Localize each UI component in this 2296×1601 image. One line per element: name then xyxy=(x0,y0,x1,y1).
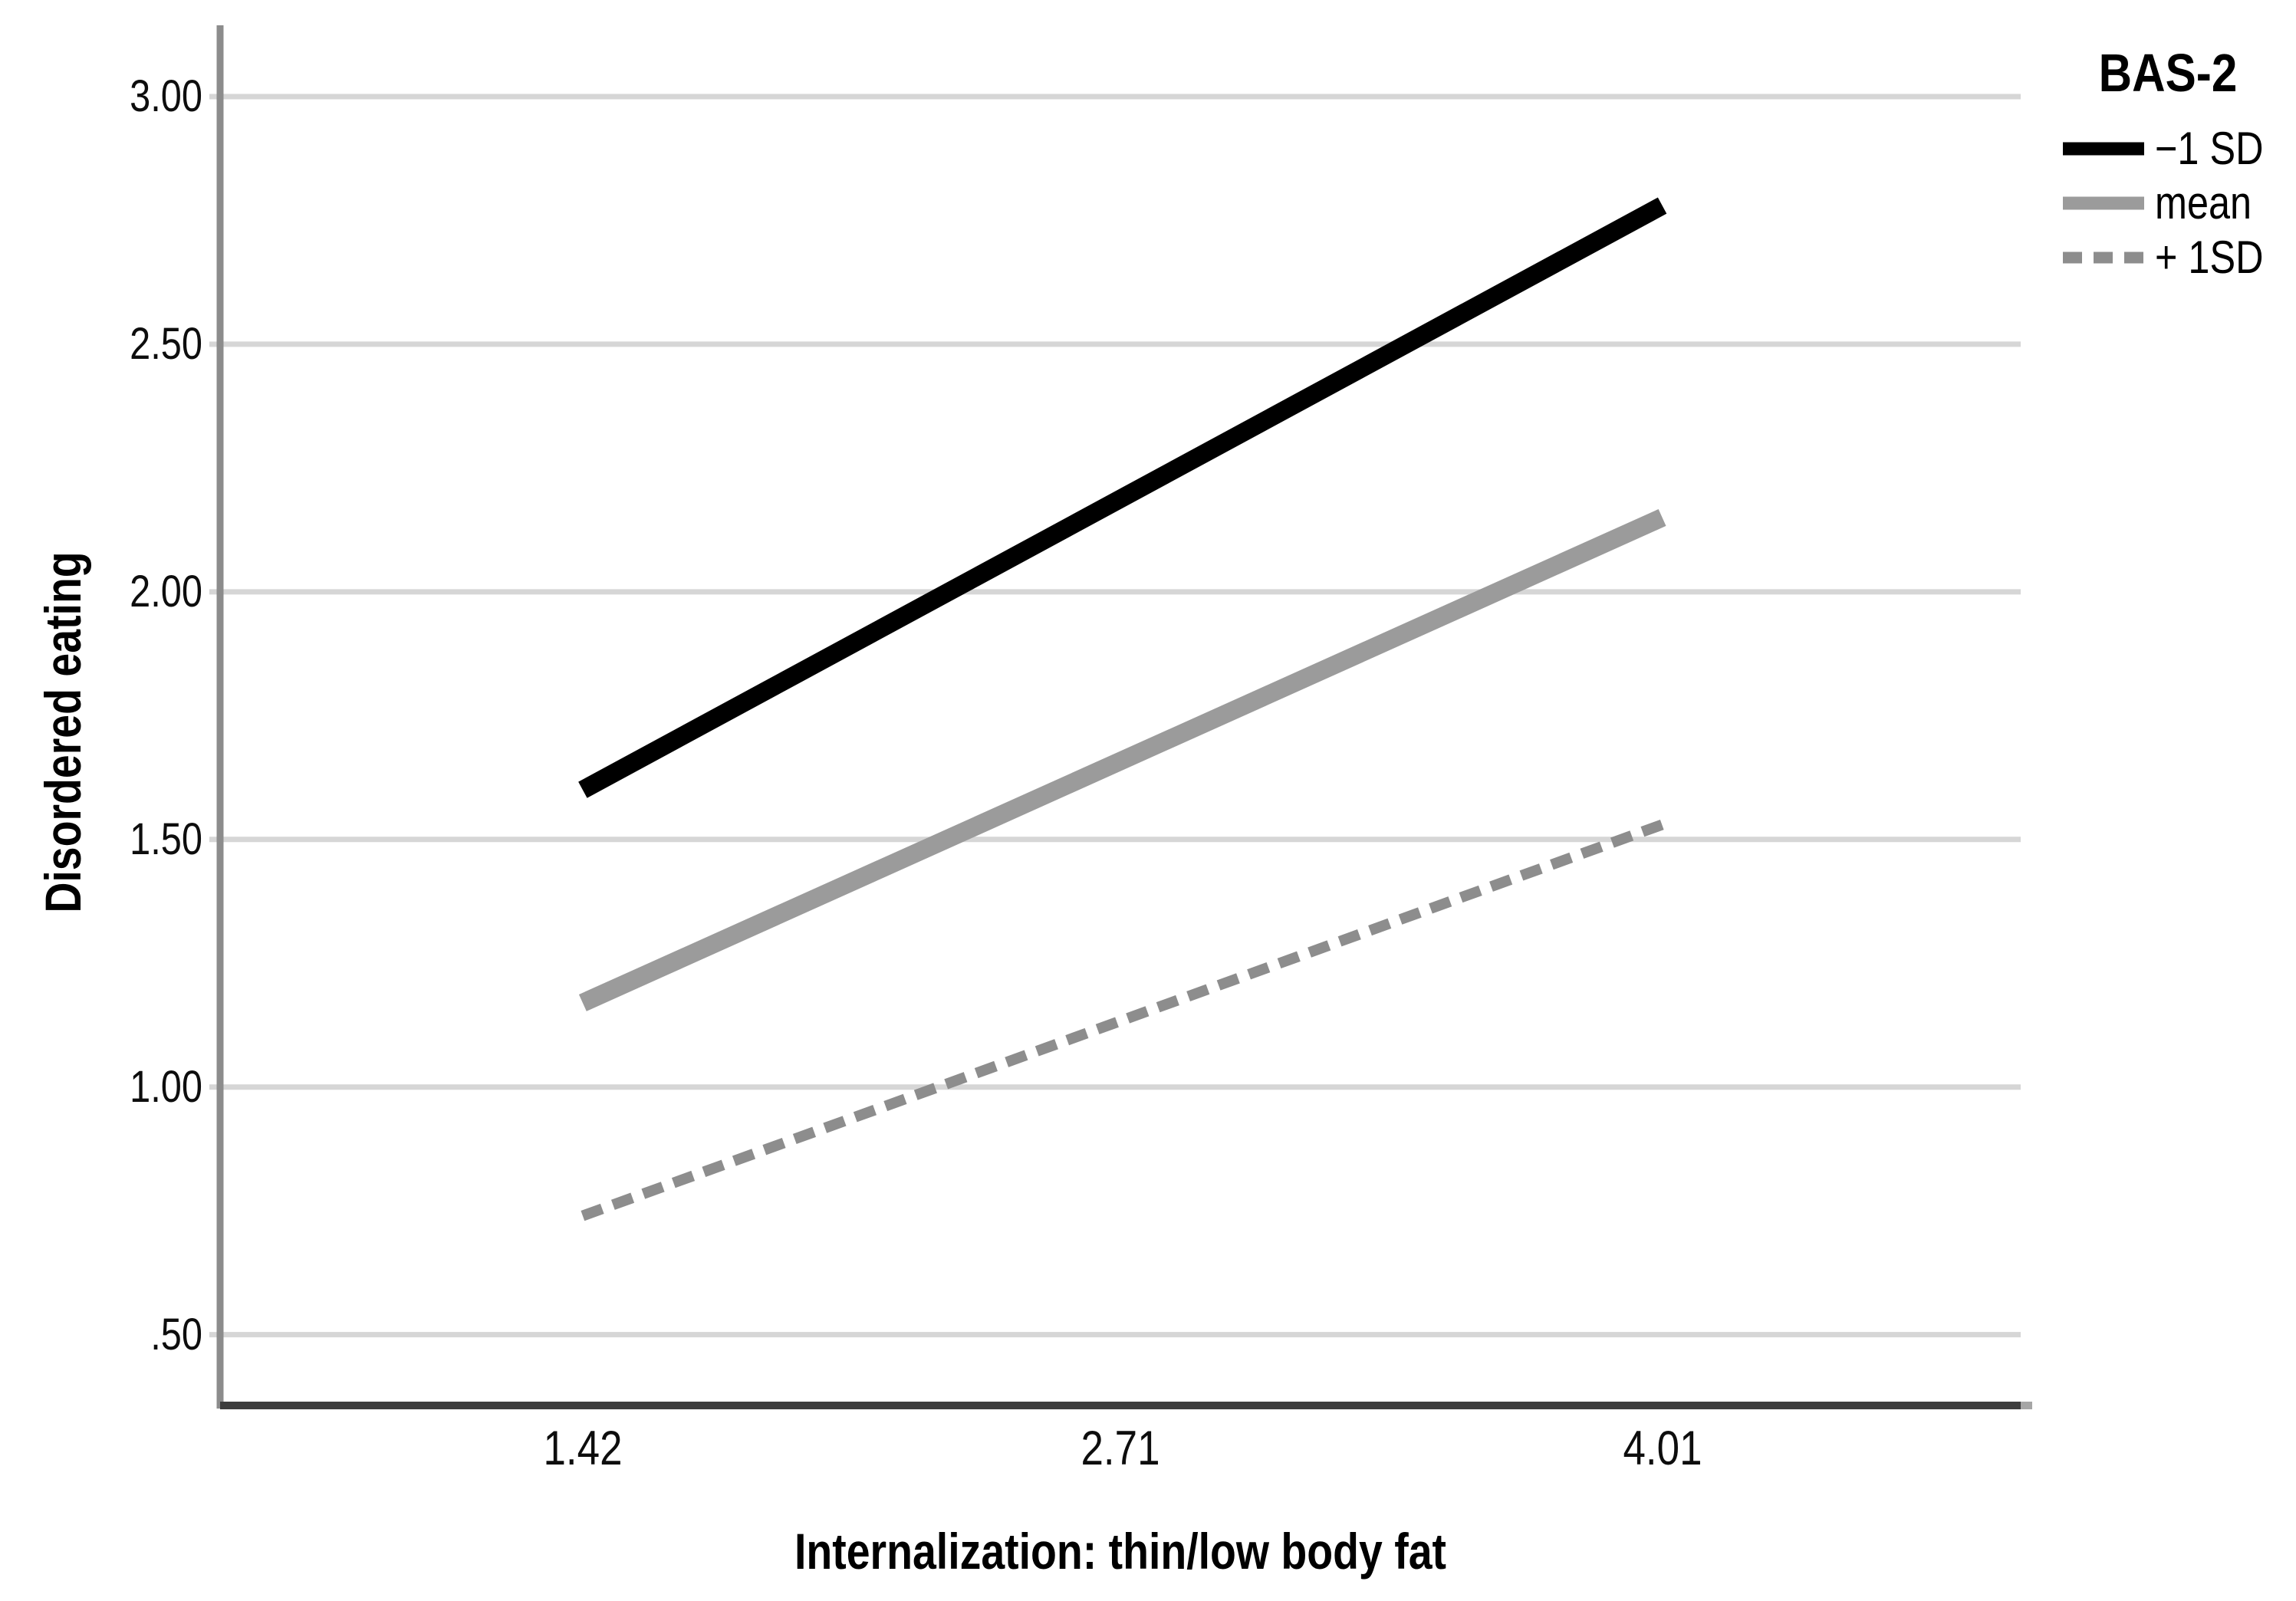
series-line-1sd xyxy=(581,819,1664,1221)
x-tick-label-2-71: 2.71 xyxy=(1081,1422,1160,1475)
legend-items: −1 SD mean + 1SD xyxy=(2061,123,2296,284)
legend-item-label: mean xyxy=(2155,177,2252,228)
legend: BAS-2 −1 SD mean + 1SD xyxy=(2061,43,2296,286)
legend-item-1-sd: −1 SD xyxy=(2061,123,2296,175)
legend-item-mean: mean xyxy=(2061,177,2296,229)
x-tick-label-4-01: 4.01 xyxy=(1623,1422,1702,1475)
legend-swatch-solid-line xyxy=(2063,196,2144,210)
legend-item-label: −1 SD xyxy=(2155,123,2264,174)
legend-item-1sd: + 1SD xyxy=(2061,232,2296,284)
legend-title: BAS-2 xyxy=(2098,43,2238,103)
y-tick-label-1-50: 1.50 xyxy=(130,814,202,864)
series-line-1-sd xyxy=(578,197,1667,798)
y-tick-label-2-50: 2.50 xyxy=(130,318,202,369)
y-tick-label-50: .50 xyxy=(150,1309,202,1359)
y-axis-title: Disordered eating xyxy=(35,551,91,913)
legend-swatch-solid-line xyxy=(2063,142,2144,156)
y-tick-label-2-00: 2.00 xyxy=(130,566,202,616)
x-tick-label-1-42: 1.42 xyxy=(543,1422,623,1475)
y-tick-label-1-00: 1.00 xyxy=(130,1061,202,1112)
series-line-mean xyxy=(578,509,1666,1011)
x-axis-title: Internalization: thin/low body fat xyxy=(794,1523,1447,1580)
y-tick-label-3-00: 3.00 xyxy=(130,71,202,121)
legend-swatch-dashed-line xyxy=(2063,251,2144,264)
legend-item-label: + 1SD xyxy=(2155,232,2264,283)
